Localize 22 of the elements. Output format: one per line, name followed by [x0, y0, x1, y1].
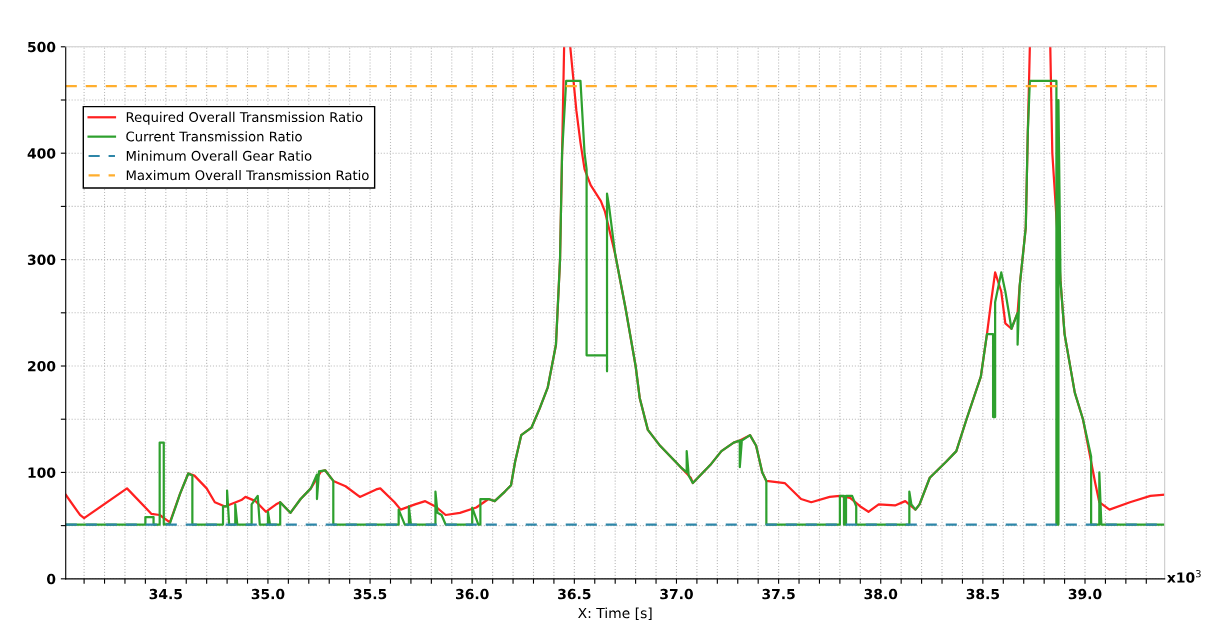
- y-tick-label: 500: [28, 41, 56, 53]
- x-tick-label: 37.0: [660, 588, 693, 600]
- text: x10$^{3}$: [1167, 570, 1201, 583]
- legend-label: Required Overall Transmission Ratio: [126, 111, 363, 125]
- x-tick-label: 39.0: [1068, 588, 1102, 600]
- legend-label: Minimum Overall Gear Ratio: [126, 150, 312, 161]
- y-tick-label: 200: [28, 360, 56, 372]
- x-tick-label: 35.5: [353, 588, 387, 600]
- y-tick-label: 0: [47, 573, 56, 585]
- x-tick-label: 34.5: [149, 588, 182, 600]
- x-tick-label: 36.5: [558, 588, 591, 600]
- x-tick-label: 38.5: [966, 588, 1000, 600]
- x-tick-label: 37.5: [762, 588, 795, 600]
- legend-label: Maximum Overall Transmission Ratio: [126, 169, 369, 181]
- x-tick-label: 35.0: [251, 588, 285, 600]
- x-tick-label: 38.0: [864, 588, 898, 600]
- x-axis-title: X: Time [s]: [578, 607, 652, 620]
- y-tick-label: 100: [28, 467, 56, 478]
- legend-label: Current Transmission Ratio: [126, 131, 302, 142]
- x-tick-label: 36.0: [456, 588, 489, 600]
- y-tick-label: 300: [27, 254, 56, 266]
- y-tick-label: 400: [27, 148, 56, 159]
